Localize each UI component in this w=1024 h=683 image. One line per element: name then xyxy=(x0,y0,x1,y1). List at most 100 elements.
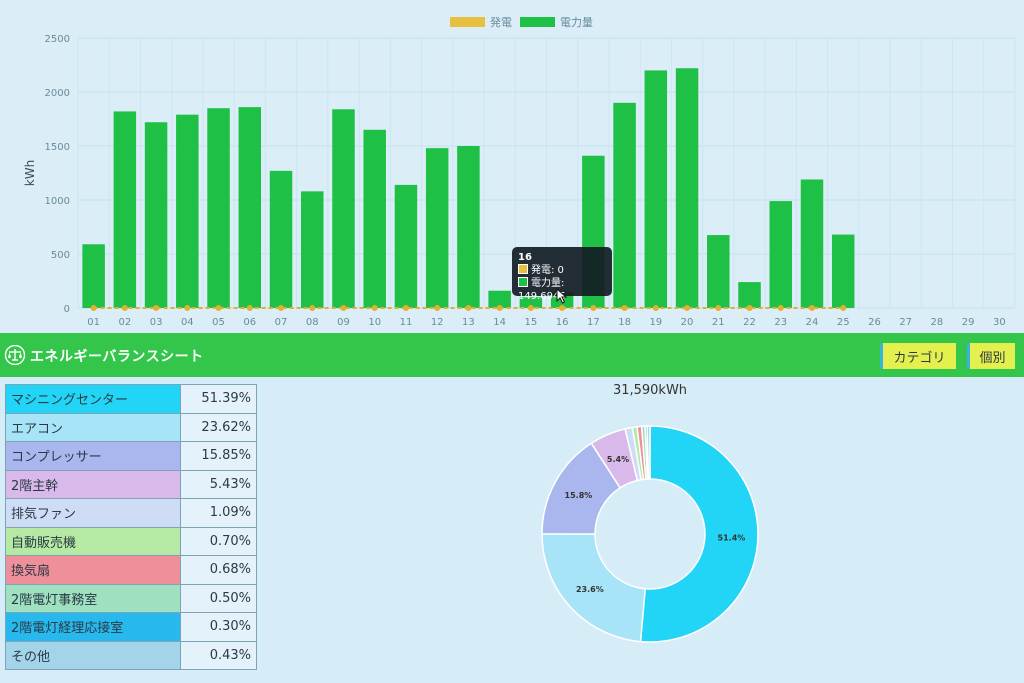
x-tick-label: 05 xyxy=(212,317,225,328)
x-tick-label: 10 xyxy=(368,317,381,328)
energy-bar xyxy=(457,146,480,308)
individual-button[interactable]: 個別 xyxy=(967,343,1015,369)
donut-slice-label: 51.4% xyxy=(718,534,746,543)
breakdown-row: 自動販売機 0.70% xyxy=(5,526,257,556)
breakdown-percent: 23.62% xyxy=(180,412,257,442)
category-button[interactable]: カテゴリ xyxy=(880,343,956,369)
x-tick-label: 22 xyxy=(743,317,756,328)
x-tick-label: 23 xyxy=(774,317,787,328)
generation-point xyxy=(402,305,409,311)
energy-bar xyxy=(738,282,761,308)
x-tick-label: 26 xyxy=(868,317,881,328)
x-tick-label: 06 xyxy=(243,317,256,328)
breakdown-percent: 15.85% xyxy=(180,441,257,471)
x-tick-label: 18 xyxy=(618,317,631,328)
breakdown-percent: 0.50% xyxy=(180,583,257,613)
donut-slice-label: 5.4% xyxy=(607,455,629,464)
tooltip-generation-swatch xyxy=(518,264,528,274)
generation-point xyxy=(715,305,722,311)
generation-point xyxy=(340,305,347,311)
energy-bar xyxy=(675,68,699,309)
energy-bar xyxy=(394,184,418,308)
y-tick-label: 1000 xyxy=(45,196,70,207)
tooltip-line-generation: 発電: 0 xyxy=(518,264,606,277)
breakdown-row: コンプレッサー 15.85% xyxy=(5,441,257,471)
energy-bar xyxy=(82,244,105,308)
x-tick-label: 01 xyxy=(87,317,100,328)
energy-bar xyxy=(207,108,230,308)
breakdown-row: マシニングセンター 51.39% xyxy=(5,384,257,414)
generation-point xyxy=(434,305,441,311)
breakdown-row: 2階電灯経理応接室 0.30% xyxy=(5,612,257,642)
generation-point xyxy=(309,305,316,311)
breakdown-row: 2階主幹 5.43% xyxy=(5,469,257,499)
generation-point xyxy=(777,305,784,311)
energy-bar xyxy=(831,234,855,308)
x-tick-label: 09 xyxy=(337,317,350,328)
energy-breakdown-donut-chart: 51.4% 23.6% 15.8% 5.4% xyxy=(541,425,759,643)
x-tick-label: 27 xyxy=(899,317,912,328)
chart-tooltip: 16 発電: 0 電力量: 149.6945 xyxy=(512,247,612,302)
tooltip-line-energy: 電力量: 149.6945 xyxy=(518,277,606,303)
energy-bar xyxy=(769,201,792,308)
x-tick-label: 28 xyxy=(931,317,944,328)
tooltip-title: 16 xyxy=(518,252,532,263)
breakdown-name: 2階電灯経理応接室 xyxy=(5,612,181,642)
x-tick-label: 20 xyxy=(681,317,694,328)
breakdown-name: マシニングセンター xyxy=(5,384,181,414)
generation-point xyxy=(684,305,691,311)
donut-slice-label: 23.6% xyxy=(576,585,604,594)
mouse-pointer-icon xyxy=(556,288,568,304)
y-tick-label: 500 xyxy=(51,250,70,261)
donut-slice-label: 15.8% xyxy=(565,491,593,500)
generation-point xyxy=(746,305,753,311)
x-tick-label: 19 xyxy=(649,317,662,328)
energy-bar xyxy=(238,107,262,309)
breakdown-name: 2階電灯事務室 xyxy=(5,583,181,613)
generation-point xyxy=(246,305,253,311)
energy-bar xyxy=(425,148,449,308)
x-tick-label: 13 xyxy=(462,317,475,328)
generation-point xyxy=(652,305,659,311)
breakdown-name: 排気ファン xyxy=(5,498,181,528)
energy-balance-panel: マシニングセンター 51.39% エアコン 23.62% コンプレッサー 15.85% 2階… xyxy=(0,377,1024,683)
y-tick-label: 1500 xyxy=(45,142,70,153)
total-energy-label: 31,590kWh xyxy=(612,383,688,398)
tooltip-energy-text: 電力量: 149.6945 xyxy=(518,278,566,302)
y-axis-label: kWh xyxy=(23,160,37,186)
generation-point xyxy=(121,305,128,311)
breakdown-percent: 0.43% xyxy=(180,640,257,670)
breakdown-name: コンプレッサー xyxy=(5,441,181,471)
breakdown-name: 2階主幹 xyxy=(5,469,181,499)
generation-point xyxy=(808,305,815,311)
x-tick-label: 02 xyxy=(118,317,131,328)
legend-generation-swatch xyxy=(450,17,485,27)
x-tick-label: 08 xyxy=(306,317,319,328)
x-tick-label: 30 xyxy=(993,317,1006,328)
energy-bar xyxy=(301,191,324,308)
energy-balance-header: エネルギーバランスシート カテゴリ 個別 xyxy=(0,333,1024,377)
breakdown-name: その他 xyxy=(5,640,181,670)
x-tick-label: 04 xyxy=(181,317,194,328)
generation-point xyxy=(278,305,285,311)
x-tick-label: 12 xyxy=(431,317,444,328)
donut-slice xyxy=(541,533,646,643)
x-tick-label: 03 xyxy=(150,317,163,328)
breakdown-row: 2階電灯事務室 0.50% xyxy=(5,583,257,613)
energy-bar xyxy=(176,114,199,309)
energy-bar xyxy=(113,111,137,308)
x-tick-label: 14 xyxy=(493,317,506,328)
energy-bar xyxy=(488,290,511,308)
breakdown-percent: 0.30% xyxy=(180,612,257,642)
donut-slice xyxy=(646,425,651,480)
generation-point xyxy=(371,305,378,311)
generation-point xyxy=(496,305,503,311)
x-tick-label: 11 xyxy=(400,317,413,328)
tooltip-generation-text: 発電: 0 xyxy=(531,265,564,276)
x-tick-label: 16 xyxy=(556,317,569,328)
energy-bar xyxy=(363,129,386,308)
energy-bar xyxy=(707,235,730,308)
legend-generation-label: 発電 xyxy=(490,15,512,29)
breakdown-percent: 5.43% xyxy=(180,469,257,499)
legend-energy-swatch xyxy=(520,17,555,27)
